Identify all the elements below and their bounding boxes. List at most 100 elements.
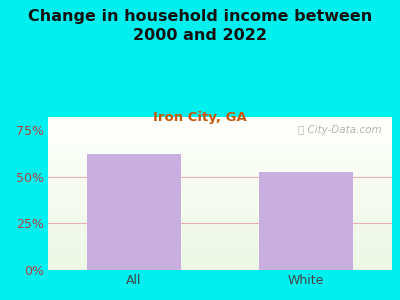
Bar — [48, 195, 392, 196]
Bar — [48, 203, 392, 204]
Bar — [87, 154, 181, 270]
Bar — [48, 262, 392, 264]
Bar — [48, 261, 392, 262]
Bar — [48, 218, 392, 220]
Bar — [48, 217, 392, 218]
Bar — [48, 244, 392, 245]
Bar — [48, 155, 392, 157]
Bar — [48, 160, 392, 161]
Bar — [48, 183, 392, 184]
Bar — [48, 241, 392, 242]
Bar — [48, 152, 392, 154]
Bar — [48, 190, 392, 192]
Bar — [48, 227, 392, 229]
Bar — [48, 167, 392, 169]
Bar — [48, 212, 392, 213]
Bar — [48, 166, 392, 167]
Bar — [48, 245, 392, 247]
Text: Change in household income between
2000 and 2022: Change in household income between 2000 … — [28, 9, 372, 43]
Bar — [48, 230, 392, 232]
Bar — [48, 172, 392, 174]
Bar — [48, 255, 392, 256]
Bar — [48, 192, 392, 194]
Bar — [48, 250, 392, 252]
Bar — [48, 184, 392, 186]
Bar — [48, 232, 392, 233]
Text: ⓘ City-Data.com: ⓘ City-Data.com — [298, 125, 382, 135]
Bar — [48, 196, 392, 198]
Bar — [48, 129, 392, 131]
Bar — [48, 126, 392, 128]
Bar — [48, 157, 392, 158]
Bar — [48, 238, 392, 239]
Bar — [48, 122, 392, 123]
Bar — [48, 181, 392, 183]
Bar — [48, 206, 392, 207]
Bar — [48, 177, 392, 178]
Bar — [48, 226, 392, 227]
Bar — [48, 174, 392, 175]
Text: Iron City, GA: Iron City, GA — [153, 111, 247, 124]
Bar — [48, 164, 392, 166]
Bar — [48, 221, 392, 223]
Bar — [48, 151, 392, 152]
Bar — [48, 189, 392, 190]
Bar — [48, 264, 392, 266]
Bar — [48, 266, 392, 267]
Bar — [48, 180, 392, 181]
Bar — [48, 247, 392, 249]
Bar — [48, 253, 392, 255]
Bar — [48, 186, 392, 188]
Bar — [48, 239, 392, 241]
Bar — [259, 172, 353, 270]
Bar — [48, 249, 392, 250]
Bar — [48, 198, 392, 200]
Bar — [48, 178, 392, 180]
Bar — [48, 175, 392, 177]
Bar — [48, 235, 392, 236]
Bar — [48, 220, 392, 221]
Bar — [48, 158, 392, 160]
Bar — [48, 134, 392, 135]
Bar — [48, 209, 392, 210]
Bar — [48, 236, 392, 238]
Bar — [48, 256, 392, 258]
Bar — [48, 207, 392, 209]
Bar — [48, 201, 392, 203]
Bar — [48, 132, 392, 134]
Bar — [48, 242, 392, 244]
Bar — [48, 233, 392, 235]
Bar — [48, 224, 392, 226]
Bar — [48, 148, 392, 149]
Bar — [48, 145, 392, 146]
Bar — [48, 188, 392, 189]
Bar — [48, 154, 392, 155]
Bar — [48, 200, 392, 201]
Bar — [48, 194, 392, 195]
Bar — [48, 210, 392, 212]
Bar — [48, 161, 392, 163]
Bar — [48, 268, 392, 270]
Bar — [48, 140, 392, 142]
Bar — [48, 204, 392, 206]
Bar — [48, 135, 392, 137]
Bar — [48, 252, 392, 253]
Bar — [48, 215, 392, 217]
Bar — [48, 146, 392, 148]
Bar — [48, 137, 392, 138]
Bar — [48, 229, 392, 230]
Bar — [48, 117, 392, 118]
Bar — [48, 138, 392, 140]
Bar — [48, 163, 392, 164]
Bar — [48, 258, 392, 259]
Bar — [48, 125, 392, 126]
Bar — [48, 149, 392, 151]
Bar — [48, 213, 392, 215]
Bar — [48, 170, 392, 172]
Bar — [48, 259, 392, 261]
Bar — [48, 143, 392, 145]
Bar — [48, 142, 392, 143]
Bar — [48, 120, 392, 122]
Bar — [48, 267, 392, 268]
Bar — [48, 131, 392, 132]
